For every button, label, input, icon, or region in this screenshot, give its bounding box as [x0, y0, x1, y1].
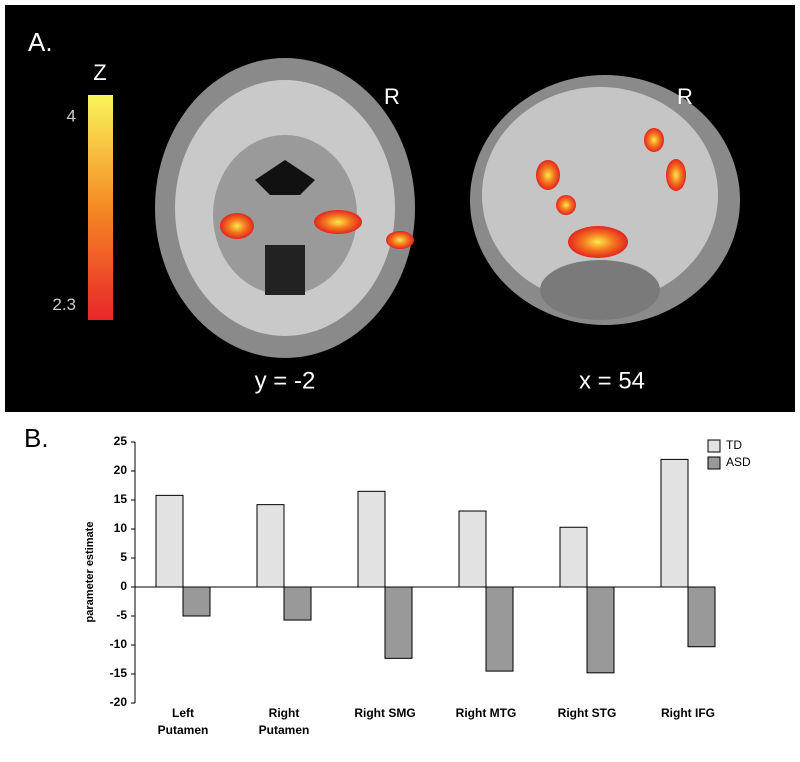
- panel-label: B.: [24, 423, 49, 453]
- y-tick-label: -15: [110, 666, 128, 680]
- x-tick-label: Left Putamen: [158, 706, 209, 737]
- bar: [458, 510, 487, 588]
- orientation-label: R: [677, 84, 693, 109]
- legend-swatch: [707, 439, 721, 453]
- bar: [660, 458, 689, 588]
- colorbar: [88, 95, 113, 320]
- bar: [485, 586, 514, 672]
- y-tick-label: 25: [114, 434, 128, 448]
- y-tick-label: -5: [116, 608, 127, 622]
- slice-caption: x = 54: [579, 367, 645, 394]
- bar: [256, 504, 285, 588]
- legend-label: ASD: [726, 455, 751, 469]
- y-tick-label: 0: [120, 579, 127, 593]
- panel-label: A.: [28, 27, 53, 57]
- bar: [357, 490, 386, 588]
- colorbar-tick-label: 4: [67, 107, 76, 126]
- bar: [586, 586, 615, 674]
- orientation-label: R: [384, 84, 400, 109]
- coronal-slice: [155, 58, 415, 358]
- bar: [384, 586, 413, 659]
- y-tick-label: 10: [114, 521, 128, 535]
- x-tick-label: Right MTG: [456, 706, 517, 720]
- x-tick-label: Right SMG: [354, 706, 415, 720]
- colorbar-title: Z: [93, 60, 106, 85]
- x-tick-label: Right IFG: [661, 706, 715, 720]
- bar: [687, 586, 716, 648]
- y-tick-label: -20: [110, 695, 128, 709]
- y-tick-label: 15: [114, 492, 128, 506]
- slice-caption: y = -2: [255, 367, 316, 394]
- y-tick-label: -10: [110, 637, 128, 651]
- bar: [559, 526, 588, 588]
- bar: [283, 586, 312, 621]
- legend-swatch: [707, 456, 721, 470]
- bar: [155, 494, 184, 588]
- y-tick-label: 20: [114, 463, 128, 477]
- colorbar-tick-label: 2.3: [52, 295, 76, 314]
- y-tick-label: 5: [120, 550, 127, 564]
- sagittal-slice: [470, 75, 740, 325]
- x-tick-label: Right STG: [558, 706, 617, 720]
- legend-label: TD: [726, 438, 742, 452]
- bar: [182, 586, 211, 617]
- y-axis-label: parameter estimate: [84, 522, 96, 623]
- x-tick-label: Right Putamen: [259, 706, 310, 737]
